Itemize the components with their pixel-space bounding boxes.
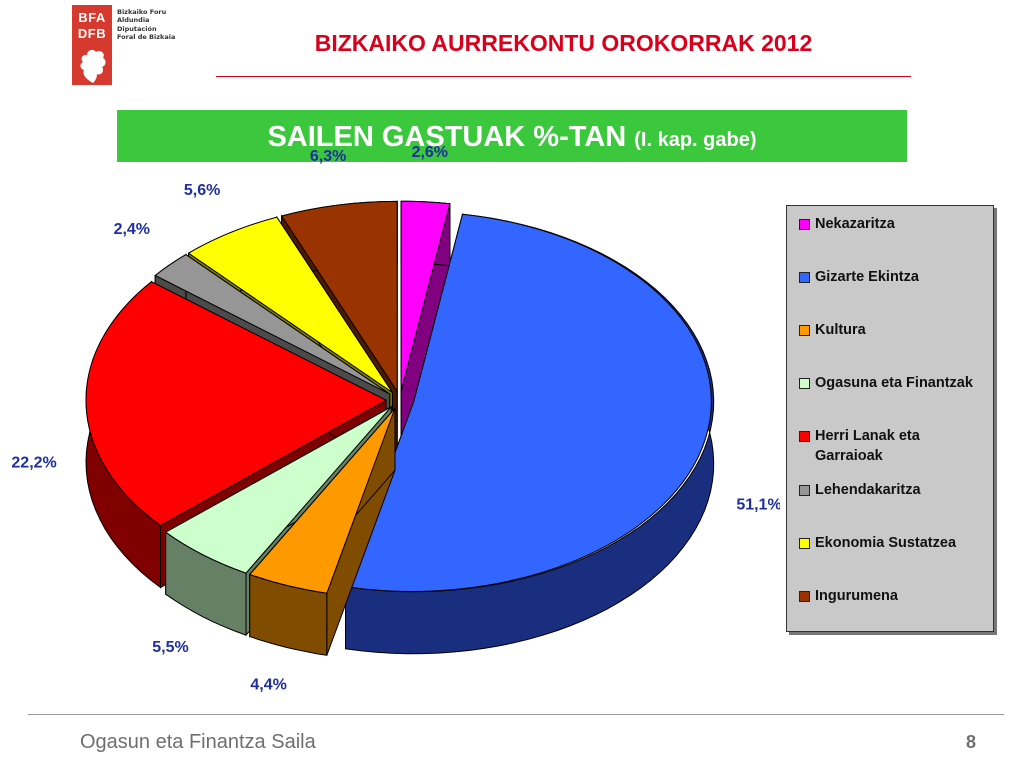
legend-swatch <box>799 272 810 283</box>
pie-slice-top <box>400 200 451 392</box>
chart-title-banner: SAILEN GASTUAK %-TAN (I. kap. gabe) <box>117 110 907 162</box>
chart-title-subtitle: (I. kap. gabe) <box>634 129 757 151</box>
legend-label: Ingurumena <box>815 588 898 604</box>
legend-swatch <box>799 485 810 496</box>
bfa-logo: BFA DFB Bizkaiko Foru Aldundia Diputació… <box>72 5 184 87</box>
legend-label: Nekazaritza <box>815 216 895 232</box>
org-name-line: Bizkaiko Foru <box>117 8 167 16</box>
pie-slice-top <box>280 200 398 394</box>
data-label-gizarte-ekintza: 51,1% <box>736 497 780 514</box>
pie-slice-top <box>248 407 396 594</box>
title-divider <box>216 76 911 77</box>
page-title: BIZKAIKO AURREKONTU OROKORRAK 2012 <box>314 30 813 56</box>
legend-label: Ekonomia Sustatzea <box>815 535 957 551</box>
org-name-line: Foral de Bizkaia <box>117 33 176 41</box>
org-name-line: Aldundia <box>117 16 150 24</box>
legend-swatch <box>799 378 810 389</box>
chart-title: SAILEN GASTUAK %-TAN (I. kap. gabe) <box>117 121 907 154</box>
data-label-herri-lanak-eta-garraioak: 22,2% <box>11 455 56 472</box>
pie-slice-top <box>187 216 393 393</box>
data-label-lehendakaritza: 2,4% <box>114 221 150 238</box>
chart-title-main: SAILEN GASTUAK %-TAN <box>267 121 627 153</box>
legend-label: Kultura <box>815 322 866 338</box>
pie-slice-nekazaritza <box>400 200 451 454</box>
legend-swatch <box>799 325 810 336</box>
legend-label: Herri Lanak eta Garraioak <box>815 428 920 464</box>
legend-swatch <box>799 591 810 602</box>
pie-slice-top <box>344 213 712 592</box>
logo-text-bfa: BFA <box>78 10 106 25</box>
legend-swatch <box>799 219 810 230</box>
pie-slice-top <box>164 406 392 574</box>
pie-slice-top <box>154 254 391 395</box>
pie-slice-top <box>85 281 388 527</box>
footer-department: Ogasun eta Finantza Saila <box>80 731 316 753</box>
data-label-nekazaritza: 2,6% <box>412 144 448 161</box>
legend-swatch <box>799 538 810 549</box>
pie-chart: 2,6% 51,1% 4,4% 5,5% 22,2% 2,4% 5,6% 6,3% <box>11 144 780 694</box>
pie-slice-kultura <box>248 406 396 656</box>
data-label-ekonomia-sustatzea: 5,6% <box>184 182 220 199</box>
legend-swatch <box>799 431 810 442</box>
chart-legend: Nekazaritza Gizarte Ekintza Kultura Ogasuna… <box>786 205 994 632</box>
legend-label: Gizarte Ekintza <box>815 269 919 285</box>
logo-text-dfb: DFB <box>77 26 107 41</box>
footer-divider <box>28 714 1004 715</box>
org-name-line: Diputación <box>117 25 157 33</box>
page-number: 8 <box>966 732 977 752</box>
data-label-ogasuna-eta-finantzak: 5,5% <box>152 639 188 656</box>
legend-label: Ogasuna eta Finantzak <box>815 375 973 391</box>
legend-label: Lehendakaritza <box>815 482 921 498</box>
data-label-ingurumena: 6,3% <box>310 148 346 165</box>
oak-leaf-icon <box>80 49 106 83</box>
data-label-kultura: 4,4% <box>250 677 286 694</box>
logo-mark: BFA DFB <box>72 5 112 85</box>
pie-slice-gizarte-ekintza <box>344 213 715 655</box>
